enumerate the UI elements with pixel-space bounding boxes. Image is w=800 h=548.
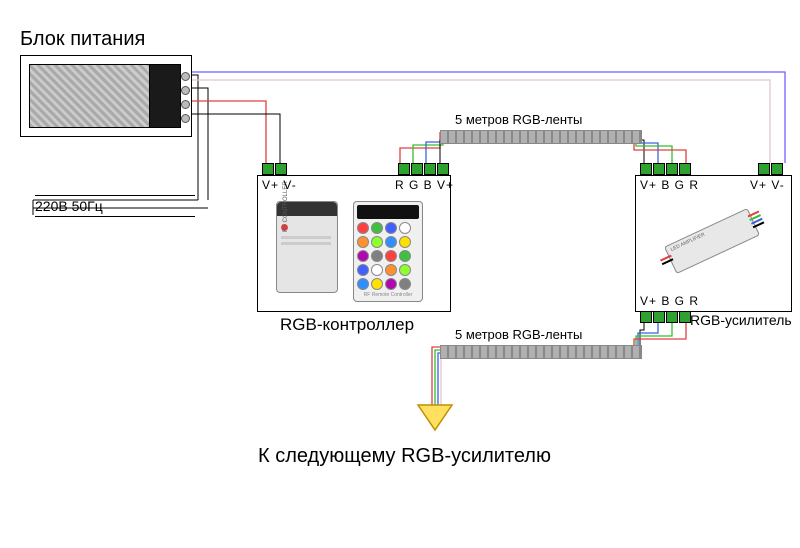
psu-terminal-block	[149, 64, 181, 128]
terminal-ctrl-left	[262, 163, 288, 175]
amplifier-label: RGB-усилитель	[690, 312, 792, 328]
led-strip-bottom	[440, 345, 642, 359]
psu-screw	[181, 86, 190, 95]
ctrl-right-pins: R G B V+	[395, 178, 454, 192]
psu-screw	[181, 114, 190, 123]
amplifier-unit: LED AMPLIFIER	[664, 208, 760, 274]
amp-bottom-pins: V+ B G R	[640, 294, 699, 308]
controller-label: RGB-контроллер	[280, 315, 414, 335]
amp-right-pins: V+ V-	[750, 178, 785, 192]
next-amp-label: К следующему RGB-усилителю	[258, 445, 551, 468]
strip-bottom-label: 5 метров RGB-ленты	[455, 327, 582, 342]
controller-unit: RF CONTROLLER	[276, 201, 338, 293]
terminal-ctrl-right	[398, 163, 450, 175]
mains-label: 220В 50Гц	[35, 195, 195, 217]
ctrl-left-pins: V+ V-	[262, 178, 297, 192]
strip-top-label: 5 метров RGB-ленты	[455, 112, 582, 127]
psu-screw	[181, 100, 190, 109]
remote-control: RF Remote Controller	[353, 201, 423, 302]
rgb-amplifier-box: LED AMPLIFIER	[635, 175, 792, 312]
rgb-controller-box: RF CONTROLLER RF Remote Controller	[257, 175, 451, 312]
psu-title: Блок питания	[20, 28, 145, 51]
psu-outer-box	[20, 55, 192, 137]
psu-body	[29, 64, 151, 128]
terminal-amp-right	[758, 163, 784, 175]
led-strip-top	[440, 130, 642, 144]
amp-left-pins: V+ B G R	[640, 178, 699, 192]
terminal-amp-left	[640, 163, 692, 175]
psu-screw	[181, 72, 190, 81]
terminal-amp-bottom	[640, 311, 692, 323]
